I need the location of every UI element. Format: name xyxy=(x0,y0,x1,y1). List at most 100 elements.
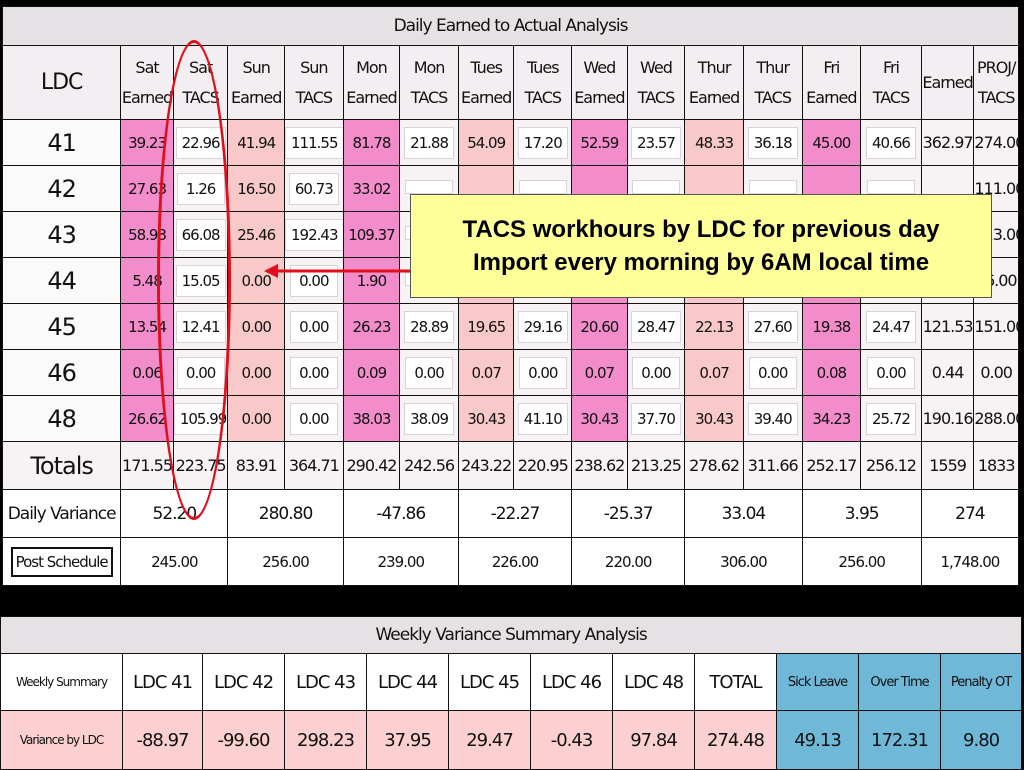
total-cell: 220.95 xyxy=(513,441,573,490)
weekly-header-row: Weekly Summary LDC 41 LDC 42 LDC 43 LDC 44 LD… xyxy=(0,653,1023,711)
table-cell: 29.16 xyxy=(513,303,573,350)
table-cell: 30.43 xyxy=(571,395,628,442)
weekly-title-row: Weekly Variance Summary Analysis xyxy=(0,616,1023,654)
total-cell: 1833 xyxy=(973,441,1019,490)
post-schedule-value: 306.00 xyxy=(684,537,803,586)
column-header: LDC xyxy=(1,45,122,120)
table-cell: 109.37 xyxy=(342,211,401,258)
total-cell: 243.22 xyxy=(457,441,515,490)
cell-value: 111.55 xyxy=(285,126,343,159)
ldc-label: 45 xyxy=(1,303,122,350)
weekly-column-header: LDC 46 xyxy=(530,653,613,711)
ldc-label: 48 xyxy=(1,395,122,442)
column-header: Mon Earned xyxy=(342,45,401,120)
table-row: 48 26.62 105.99 0.00 0.00 38.03 38.09 30.43 41.1… xyxy=(1,395,1019,442)
weekly-column-header: LDC 48 xyxy=(612,653,695,711)
table-cell: 25.46 xyxy=(227,211,286,258)
table-cell: 0.00 xyxy=(742,349,803,396)
table-cell: 0.00 xyxy=(860,349,922,396)
table-cell: 151.00 xyxy=(973,303,1019,350)
table-row: 45 13.54 12.41 0.00 0.00 26.23 28.89 19.65 29.16… xyxy=(1,303,1019,350)
ldc-label: 42 xyxy=(1,165,122,212)
cell-value xyxy=(405,179,454,194)
table-cell: 41.10 xyxy=(513,395,573,442)
weekly-column-header: Over Time xyxy=(858,653,941,711)
cell-value: 0.00 xyxy=(289,310,338,343)
table-cell: 0.00 xyxy=(626,349,686,396)
post-schedule-cell: Post Schedule xyxy=(1,537,122,586)
post-schedule-value: 245.00 xyxy=(120,537,229,586)
table-cell: 0.00 xyxy=(227,303,286,350)
total-cell: 83.91 xyxy=(227,441,286,490)
table-row: 41 39.23 22.96 41.94 111.55 81.78 21.88 54.09 17… xyxy=(1,119,1019,166)
weekly-column-header: LDC 44 xyxy=(366,653,449,711)
ldc-label: 46 xyxy=(1,349,122,396)
table-cell: 22.13 xyxy=(684,303,744,350)
cell-value: 0.00 xyxy=(518,356,567,389)
cell-value xyxy=(631,179,680,194)
cell-value: 23.57 xyxy=(631,126,681,159)
table-cell: 54.09 xyxy=(457,119,515,166)
weekly-value-cell: 97.84 xyxy=(612,710,695,770)
column-header: PROJ/ TACS xyxy=(973,45,1019,120)
cell-value: 0.00 xyxy=(866,356,915,389)
column-header: Sat Earned xyxy=(120,45,174,120)
table-cell: 190.16 xyxy=(920,395,975,442)
table-cell: 40.66 xyxy=(860,119,922,166)
table-cell: 362.97 xyxy=(920,119,975,166)
table-cell: 25.72 xyxy=(860,395,922,442)
column-header: Tues TACS xyxy=(513,45,573,120)
weekly-value-cell: 49.13 xyxy=(776,710,859,770)
table-cell: 39.40 xyxy=(742,395,803,442)
variance-by-ldc-label: Variance by LDC xyxy=(0,710,123,770)
weekly-value-cell: 274.48 xyxy=(694,710,777,770)
post-schedule-button[interactable]: Post Schedule xyxy=(10,546,113,577)
table-cell: 38.09 xyxy=(399,395,459,442)
table-cell: 26.23 xyxy=(342,303,401,350)
column-header: Wed Earned xyxy=(571,45,628,120)
weekly-table-body: Weekly Variance Summary Analysis Weekly S… xyxy=(0,616,1023,770)
column-header: Wed TACS xyxy=(626,45,686,120)
table-cell: 60.73 xyxy=(284,165,344,212)
total-cell: 1559 xyxy=(920,441,975,490)
variance-cell: 3.95 xyxy=(801,489,922,538)
cell-value: 24.47 xyxy=(866,310,916,343)
callout-line-1: TACS workhours by LDC for previous day xyxy=(462,216,940,243)
weekly-column-header: LDC 45 xyxy=(448,653,531,711)
weekly-value-cell: -88.97 xyxy=(122,710,203,770)
table-cell: 33.02 xyxy=(342,165,401,212)
table-cell: 0.00 xyxy=(399,349,459,396)
cell-value: 36.18 xyxy=(747,126,798,159)
table-cell: 111.55 xyxy=(284,119,344,166)
table-cell: 24.47 xyxy=(860,303,922,350)
column-header: Earned xyxy=(920,45,975,120)
daily-title-row: Daily Earned to Actual Analysis xyxy=(2,6,1019,46)
variance-cell: 280.80 xyxy=(227,489,344,538)
table-cell: 34.23 xyxy=(801,395,862,442)
table-cell: 0.09 xyxy=(342,349,401,396)
weekly-value-cell: 172.31 xyxy=(858,710,941,770)
post-schedule-value: 256.00 xyxy=(227,537,344,586)
post-schedule-value: 256.00 xyxy=(801,537,922,586)
table-cell: 1.90 xyxy=(342,257,401,304)
cell-value: 0.00 xyxy=(748,356,797,389)
table-cell: 0.00 xyxy=(284,395,344,442)
ldc-label: 43 xyxy=(1,211,122,258)
sat-tacs-highlight-oval xyxy=(157,40,231,520)
table-cell: 0.07 xyxy=(684,349,744,396)
weekly-value-cell: -99.60 xyxy=(202,710,285,770)
table-cell: 21.88 xyxy=(399,119,459,166)
table-cell: 52.59 xyxy=(571,119,628,166)
table-cell: 0.00 xyxy=(513,349,573,396)
post-schedule-row: Post Schedule 245.00 256.00 239.00 226.00 220… xyxy=(1,537,1020,586)
cell-value: 60.73 xyxy=(288,172,339,205)
post-schedule-value: 239.00 xyxy=(342,537,459,586)
table-cell: 30.43 xyxy=(684,395,744,442)
total-cell: 171.55 xyxy=(120,441,174,490)
column-header: Sun Earned xyxy=(227,45,286,120)
column-header: Thur TACS xyxy=(742,45,803,120)
table-cell: 28.47 xyxy=(626,303,686,350)
cell-value: 28.47 xyxy=(631,310,681,343)
cell-value: 40.66 xyxy=(866,126,916,159)
cell-value: 27.60 xyxy=(747,310,798,343)
